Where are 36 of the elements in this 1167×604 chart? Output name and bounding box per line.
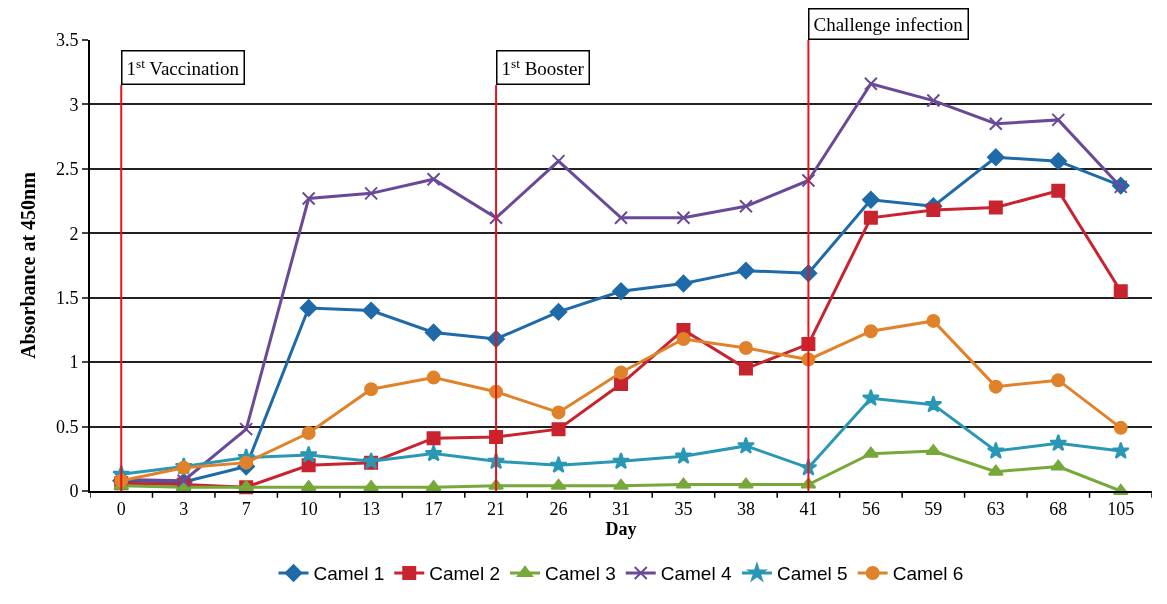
legend-label: Camel 2: [429, 563, 500, 585]
x-tick-label: 41: [799, 498, 818, 519]
x-tick-label: 0: [116, 498, 126, 519]
ref-line-label: 1$^{st}$ Booster: [501, 55, 585, 80]
x-tick-label: 13: [362, 498, 381, 519]
x-tick-label: 7: [241, 498, 251, 519]
y-tick-label: 3: [69, 94, 79, 115]
y-tick-label: 1: [69, 352, 79, 373]
y-tick-label: 2.5: [55, 159, 79, 180]
x-tick-label: 59: [924, 498, 943, 519]
x-tick-label: 21: [487, 498, 506, 519]
x-tick-label: 26: [549, 498, 568, 519]
x-tick-label: 31: [612, 498, 630, 519]
y-tick-label: 3.5: [55, 30, 79, 51]
x-tick-label: 63: [986, 498, 1005, 519]
x-tick-label: 3: [179, 498, 189, 519]
legend-label: Camel 1: [313, 563, 385, 585]
y-tick-label: 0.5: [55, 416, 79, 437]
y-tick-label: 2: [69, 223, 79, 244]
legend-label: Camel 5: [776, 563, 848, 585]
legend-label: Camel 4: [660, 563, 732, 585]
legend-label: Camel 3: [545, 563, 616, 585]
legend-label: Camel 6: [892, 563, 964, 585]
ref-line-label: Challenge infection: [813, 13, 964, 35]
x-tick-label: 17: [424, 498, 443, 519]
x-tick-label: 105: [1107, 498, 1135, 519]
ref-line-label: 1$^{st}$ Vaccination: [126, 55, 240, 80]
x-tick-label: 35: [674, 498, 693, 519]
x-tick-label: 38: [736, 498, 755, 519]
x-tick-label: 10: [299, 498, 318, 519]
y-tick-label: 1.5: [55, 288, 79, 309]
x-axis-title: Day: [605, 518, 637, 539]
x-tick-label: 56: [861, 498, 880, 519]
x-tick-label: 68: [1049, 498, 1068, 519]
y-axis-title: Absorbance at 450nm: [16, 171, 39, 359]
y-tick-label: 0: [69, 481, 79, 502]
